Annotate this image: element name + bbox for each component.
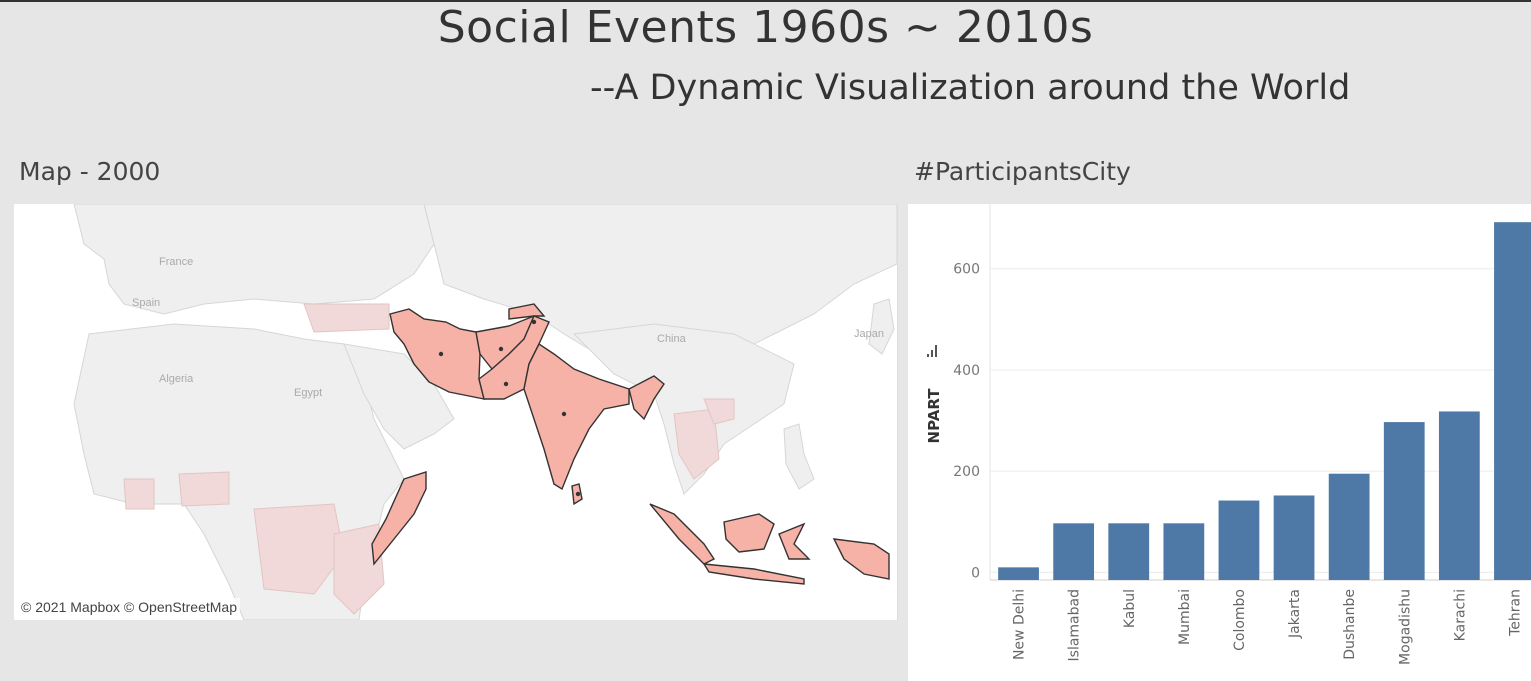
x-tick-label: Colombo — [1232, 589, 1248, 651]
region-indonesia-borneo — [723, 513, 775, 553]
x-axis-ticks: New Delhi Islamabad Kabul Mumbai Colombo Jaka… — [1012, 589, 1524, 665]
map-sheet-title: Map - 2000 — [19, 157, 161, 186]
bar-jakarta[interactable] — [1273, 495, 1315, 580]
bar-new-delhi[interactable] — [998, 567, 1039, 580]
x-tick-label: Kabul — [1122, 589, 1138, 628]
bar-mogadishu[interactable] — [1383, 422, 1425, 580]
label-china: China — [657, 333, 687, 345]
x-tick-label: Mumbai — [1177, 589, 1193, 645]
dashboard-subtitle: --A Dynamic Visualization around the Wor… — [590, 68, 1351, 108]
faded-event-regions — [123, 303, 735, 615]
y-tick-label: 0 — [971, 565, 980, 581]
bar-kabul[interactable] — [1108, 523, 1150, 580]
bar-karachi[interactable] — [1438, 411, 1480, 580]
label-france: France — [159, 256, 193, 268]
highlighted-event-regions — [371, 303, 890, 585]
top-border — [0, 0, 1531, 2]
region-bangladesh — [628, 375, 665, 421]
region-tajikistan — [508, 303, 546, 320]
bar-dushanbe[interactable] — [1328, 473, 1370, 580]
map-canvas[interactable]: France Spain Algeria Egypt China Japan — [14, 204, 897, 620]
y-tick-label: 400 — [953, 363, 980, 379]
bar-chart-canvas[interactable]: 0 200 400 600 New Delhi Islamabad Kabul Mumbai… — [908, 204, 1531, 681]
x-tick-label: Islamabad — [1067, 589, 1083, 661]
y-axis-title-group: NPART — [925, 388, 943, 444]
world-map[interactable]: France Spain Algeria Egypt China Japan ©… — [14, 204, 898, 620]
map-attribution[interactable]: © 2021 Mapbox © OpenStreetMap — [18, 598, 240, 616]
x-tick-label: Dushanbe — [1342, 589, 1358, 660]
y-tick-label: 600 — [953, 262, 980, 278]
y-axis-ticks: 0 200 400 600 — [953, 262, 980, 582]
x-tick-label: Mogadishu — [1397, 589, 1413, 665]
label-algeria: Algeria — [159, 373, 194, 385]
x-tick-label: Jakarta — [1287, 589, 1303, 639]
x-tick-label: Karachi — [1452, 589, 1468, 641]
y-axis-title: NPART — [925, 388, 943, 444]
region-pakistan — [478, 315, 550, 400]
region-india — [523, 342, 630, 491]
dashboard-title: Social Events 1960s ~ 2010s — [437, 2, 1094, 53]
y-tick-label: 200 — [953, 464, 980, 480]
x-tick-label: New Delhi — [1012, 589, 1028, 660]
region-indonesia-sumatra — [649, 503, 716, 565]
bar-colombo[interactable] — [1218, 500, 1260, 580]
sort-descending-icon — [927, 345, 937, 357]
background-land — [73, 204, 897, 620]
region-indonesia-papua — [832, 538, 890, 580]
x-tick-label: Tehran — [1507, 589, 1523, 637]
gridlines — [989, 204, 1531, 581]
place-labels: France Spain Algeria Egypt China Japan — [132, 256, 884, 399]
bar-sheet-title: #ParticipantsCity — [914, 157, 1131, 186]
event-dots — [438, 319, 581, 497]
region-indonesia-java — [702, 563, 805, 585]
label-spain: Spain — [132, 297, 160, 309]
participants-bar-chart[interactable]: 0 200 400 600 New Delhi Islamabad Kabul Mumbai… — [908, 204, 1531, 681]
label-egypt: Egypt — [294, 387, 322, 399]
bar-tehran[interactable] — [1494, 222, 1531, 580]
region-somalia — [371, 471, 427, 566]
region-indonesia-sulawesi — [778, 522, 811, 560]
bar-islamabad[interactable] — [1053, 523, 1095, 580]
bar-mumbai[interactable] — [1163, 523, 1205, 580]
label-japan: Japan — [854, 328, 884, 340]
bars — [998, 222, 1531, 580]
